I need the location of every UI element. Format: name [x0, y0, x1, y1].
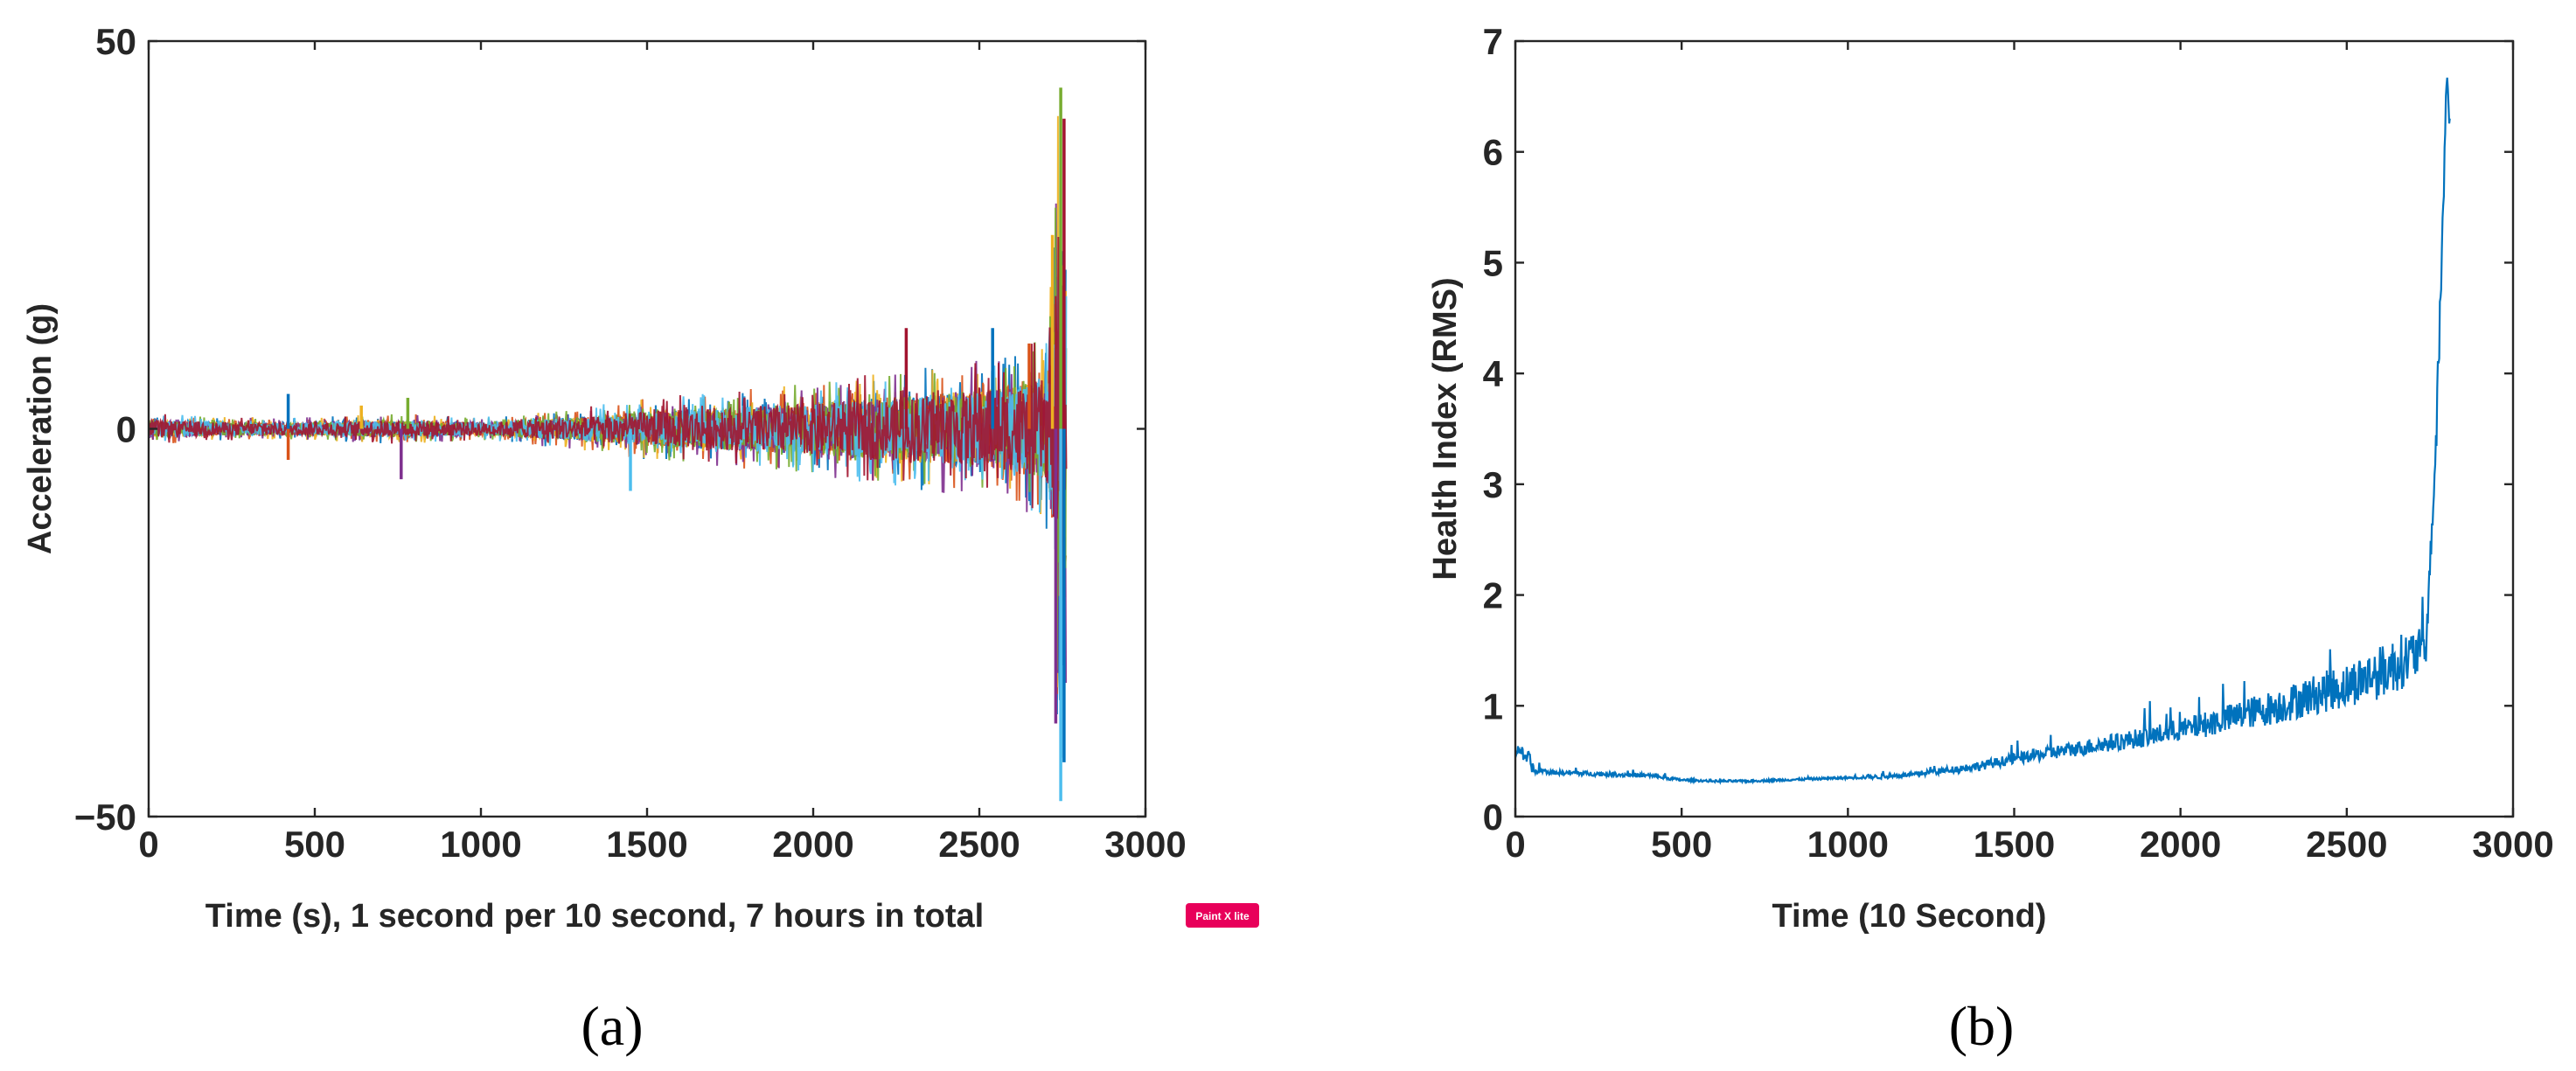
acceleration-traces [148, 87, 1068, 802]
x-tick-label: 2000 [2140, 824, 2221, 865]
y-tick-label: 0 [1483, 796, 1503, 838]
health-index-series [1514, 77, 2451, 785]
y-tick-label: 5 [1483, 242, 1503, 283]
x-tick-label: 1500 [606, 824, 687, 865]
health-index-ticks: 0 500 1000 1500 2000 2500 3000 0 1 2 3 4 5 6 7 [1483, 21, 2554, 865]
x-tick-label: 0 [138, 824, 158, 865]
watermark-badge: Paint X lite [1186, 903, 1259, 928]
y-tick-label: 2 [1483, 575, 1503, 616]
acceleration-trace-6 [149, 280, 1068, 758]
x-tick-label: 3000 [2472, 824, 2553, 865]
acceleration-x-axis-label: Time (s), 1 second per 10 second, 7 hour… [205, 898, 984, 935]
health-index-line [1514, 77, 2451, 785]
x-tick-label: 1500 [1974, 824, 2055, 865]
health-index-chart: 0 500 1000 1500 2000 2500 3000 0 1 2 3 4 5 6 7 Time (1… [1427, 21, 2554, 1057]
health-index-y-axis-label: Health Index (RMS) [1427, 277, 1464, 580]
health-index-axes-box [1514, 39, 2515, 818]
x-tick-label: 500 [1651, 824, 1712, 865]
y-tick-label: −50 [74, 796, 136, 838]
x-tick-label: 1000 [1807, 824, 1889, 865]
panel-b-label: (b) [1949, 995, 2015, 1057]
y-tick-label: 4 [1483, 353, 1504, 394]
watermark-background [1186, 903, 1259, 928]
watermark-text: Paint X lite [1195, 910, 1250, 922]
health-index-x-axis-label: Time (10 Second) [1772, 898, 2047, 935]
x-tick-label: 1000 [440, 824, 521, 865]
x-tick-label: 500 [284, 824, 345, 865]
acceleration-y-axis-label: Acceleration (g) [22, 303, 59, 554]
acceleration-trace-7 [148, 236, 1068, 661]
y-tick-label: 0 [116, 409, 136, 450]
x-tick-label: 3000 [1104, 824, 1186, 865]
y-tick-label: 1 [1483, 685, 1503, 727]
panel-a-label: (a) [581, 995, 643, 1057]
y-tick-label: 3 [1483, 464, 1503, 505]
y-tick-label: 50 [95, 21, 136, 62]
y-tick-label: 7 [1483, 21, 1503, 62]
x-tick-label: 2500 [938, 824, 1020, 865]
x-tick-label: 2500 [2306, 824, 2387, 865]
x-tick-label: 2000 [772, 824, 853, 865]
x-tick-label: 0 [1505, 824, 1525, 865]
y-tick-label: 6 [1483, 132, 1503, 173]
